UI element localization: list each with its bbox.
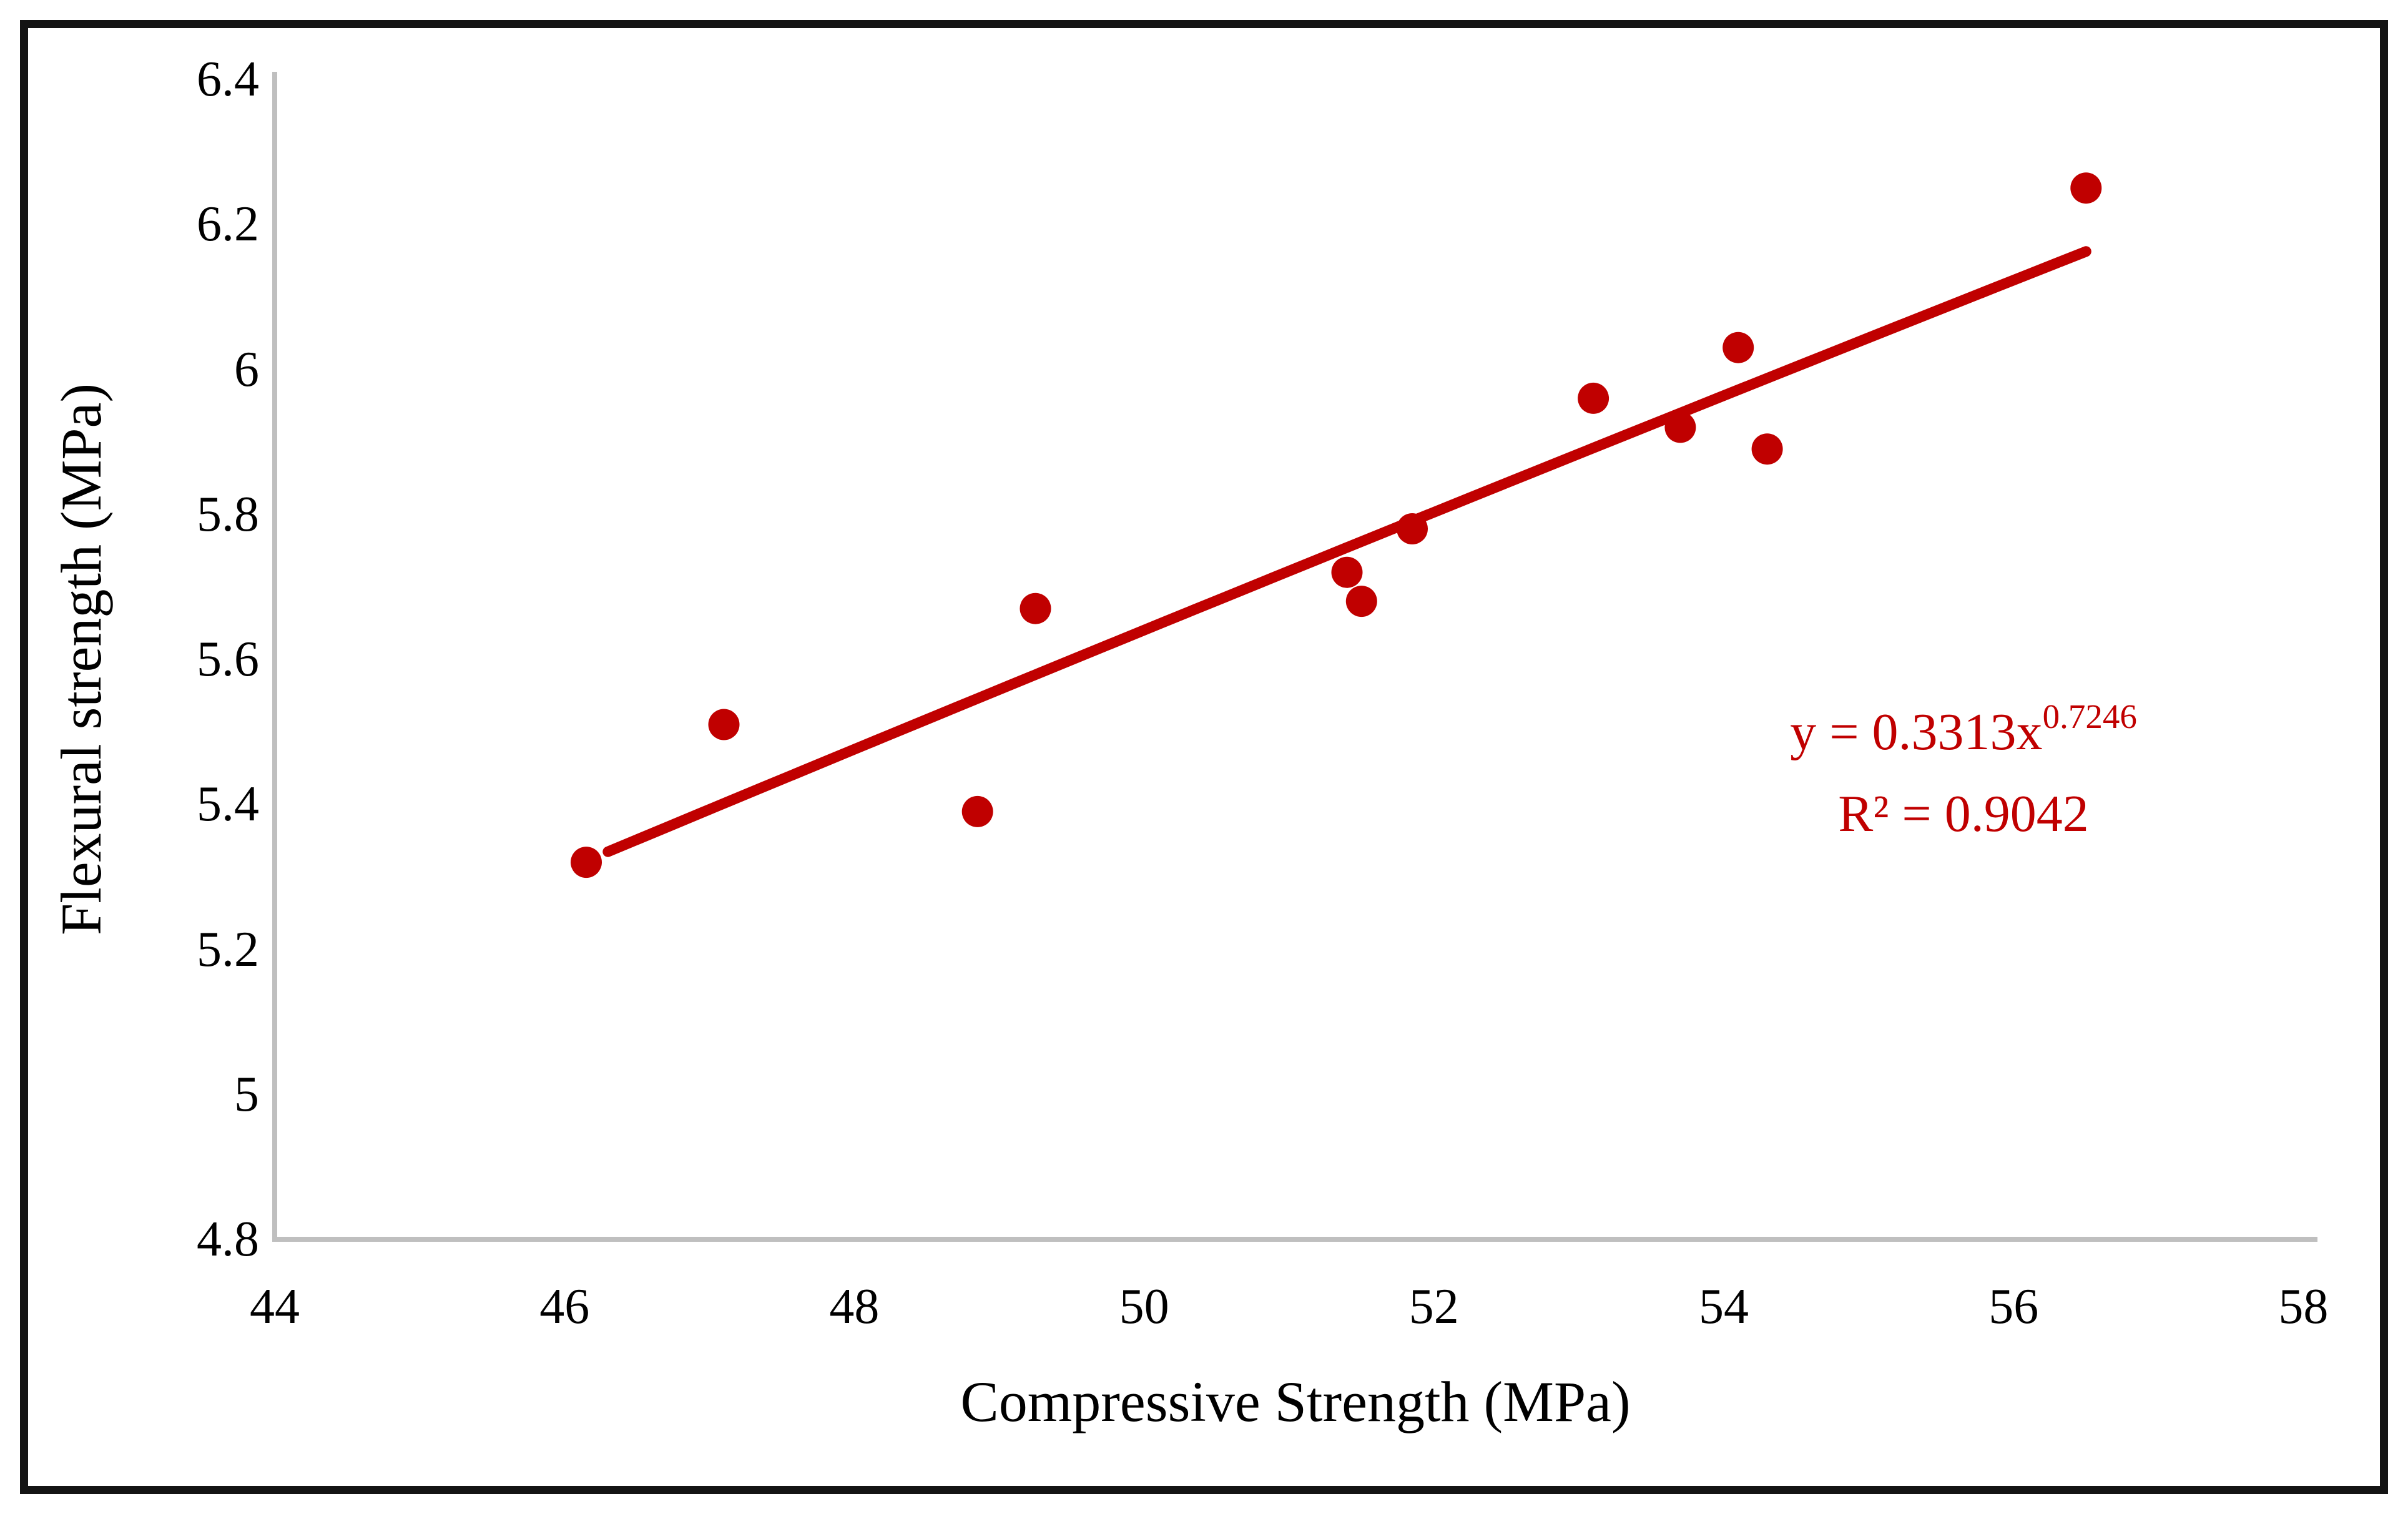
x-tick-label: 46: [539, 1279, 590, 1334]
x-tick-label: 44: [250, 1279, 300, 1334]
data-point: [2070, 172, 2102, 204]
equation-prefix: y = 0.3313x: [1790, 703, 2043, 761]
data-point: [708, 709, 740, 740]
data-point: [961, 795, 993, 827]
x-tick-label: 54: [1699, 1279, 1749, 1334]
y-tick-label: 4.8: [197, 1212, 259, 1267]
y-tick-label: 5.4: [197, 777, 259, 832]
data-point: [1722, 332, 1754, 363]
data-point: [1578, 382, 1609, 414]
y-tick-label: 6: [234, 342, 259, 397]
data-points-layer: [571, 172, 2102, 878]
data-point: [1345, 586, 1377, 617]
data-point: [1664, 411, 1696, 443]
equation-exponent: 0.7246: [2042, 697, 2137, 735]
x-axis-title: Compressive Strength (MPa): [960, 1370, 1631, 1433]
x-tick-label: 52: [1408, 1279, 1459, 1334]
data-point: [1020, 592, 1051, 624]
x-tick-label: 50: [1119, 1279, 1169, 1334]
x-tick-label: 56: [1988, 1279, 2039, 1334]
y-tick-label: 5.2: [197, 922, 259, 977]
y-tick-label: 5.8: [197, 486, 259, 542]
y-tick-label: 5.6: [197, 632, 259, 687]
y-tick-label: 6.2: [197, 197, 259, 252]
data-point: [1397, 513, 1428, 544]
axes-layer: [272, 72, 2317, 1242]
x-tick-label: 58: [2278, 1279, 2329, 1334]
y-axis-title: Flexural strength (MPa): [49, 383, 113, 936]
trendline-layer: [602, 246, 2091, 857]
data-point: [1751, 433, 1783, 465]
data-point: [571, 847, 602, 878]
trendline-annotation: y = 0.3313x0.7246 R² = 0.9042: [1708, 694, 2219, 852]
x-tick-label: 48: [829, 1279, 880, 1334]
y-tick-label: 5: [234, 1066, 259, 1122]
y-tick-label: 6.4: [197, 52, 259, 107]
figure-border: [20, 20, 2388, 1494]
r-squared-label: R² = 0.9042: [1838, 785, 2089, 843]
data-point: [1331, 556, 1363, 588]
trendline: [602, 246, 2091, 857]
trendline-equation: y = 0.3313x0.7246: [1708, 694, 2219, 776]
